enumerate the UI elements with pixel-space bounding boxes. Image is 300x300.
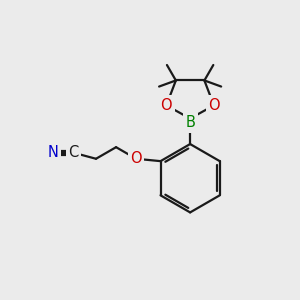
Text: B: B (185, 115, 195, 130)
Text: O: O (130, 151, 142, 166)
Text: O: O (208, 98, 220, 113)
Text: C: C (68, 145, 79, 160)
Text: N: N (48, 145, 59, 160)
Text: O: O (160, 98, 172, 113)
